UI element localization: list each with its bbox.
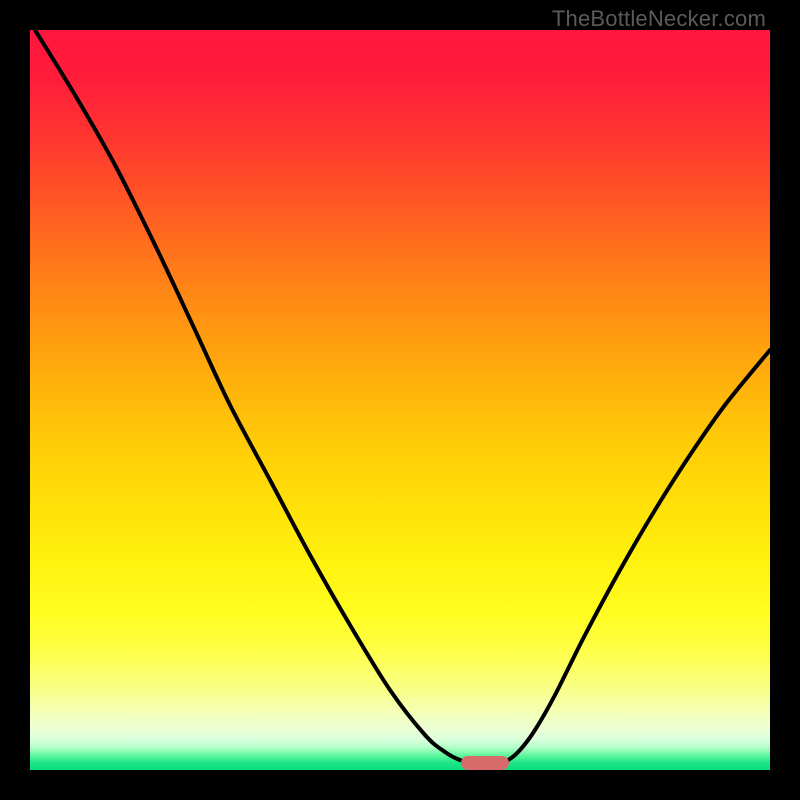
chart-frame: TheBottleNecker.com	[0, 0, 800, 800]
watermark-label: TheBottleNecker.com	[552, 6, 766, 32]
bottleneck-curve	[30, 30, 770, 770]
minimum-marker	[461, 756, 509, 770]
plot-area	[30, 30, 770, 770]
